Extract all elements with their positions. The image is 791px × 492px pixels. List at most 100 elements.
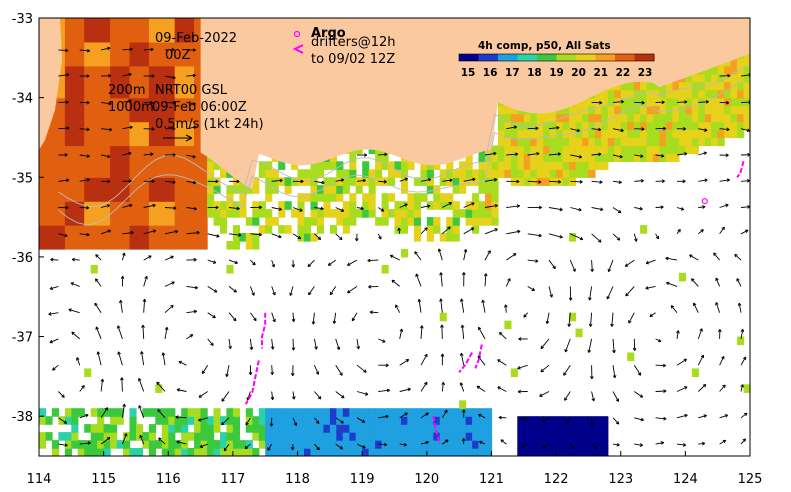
sst-cell: [181, 193, 189, 202]
current-arrow: [460, 324, 465, 339]
current-arrow: [437, 248, 443, 261]
sst-cell: [97, 416, 105, 425]
sst-cell: [342, 448, 350, 456]
current-arrow: [356, 338, 361, 350]
current-arrow: [79, 205, 90, 210]
current-arrow: [228, 312, 237, 322]
sst-cell: [601, 105, 609, 115]
sst-cell: [77, 153, 85, 162]
sst-cell: [174, 57, 182, 67]
sst-cell: [569, 233, 577, 242]
sst-cell: [194, 440, 202, 449]
current-arrow: [225, 365, 230, 377]
sst-cell: [142, 33, 150, 43]
y-tick-label: -35: [12, 171, 33, 186]
sst-cell: [336, 432, 344, 441]
sst-cell: [446, 225, 454, 234]
current-arrow: [335, 233, 343, 241]
sst-cell: [129, 113, 137, 123]
sst-cell: [517, 137, 525, 147]
sst-cell: [194, 113, 202, 123]
sst-cell: [84, 81, 92, 91]
current-arrow: [101, 154, 111, 159]
sst-cell: [465, 408, 473, 417]
current-arrow: [527, 126, 539, 131]
current-arrow: [164, 281, 175, 287]
current-arrow: [734, 253, 742, 261]
sst-cell: [181, 113, 189, 123]
sst-cell: [433, 408, 441, 417]
current-arrow: [420, 353, 428, 366]
sst-cell: [394, 440, 402, 449]
sst-cell: [58, 185, 66, 194]
sst-cell: [207, 416, 215, 425]
sst-cell: [64, 185, 72, 194]
current-arrow: [271, 178, 283, 183]
sst-cell: [90, 440, 98, 449]
sst-cell: [84, 89, 92, 99]
current-arrow: [719, 100, 730, 105]
sst-cell: [575, 416, 583, 425]
sst-cell: [213, 448, 221, 456]
sst-cell: [194, 432, 202, 441]
current-arrow: [314, 443, 320, 451]
sst-cell: [97, 129, 105, 139]
sst-cell: [77, 57, 85, 67]
colorbar-tick-label: 17: [505, 67, 520, 79]
sst-cell: [161, 129, 169, 139]
sst-cell: [704, 121, 712, 131]
sst-cell: [562, 113, 570, 123]
sst-cell: [252, 233, 260, 242]
sst-cell: [103, 41, 111, 51]
sst-cell: [110, 121, 118, 131]
sst-cell: [381, 432, 389, 441]
sst-cell: [316, 209, 324, 218]
drifters-to-label: to 09/02 12Z: [311, 52, 395, 67]
sst-cell: [168, 225, 176, 234]
sst-cell: [614, 129, 622, 139]
sst-cell: [575, 424, 583, 433]
sst-cell: [439, 233, 447, 242]
sst-cell: [90, 264, 98, 274]
sst-cell: [504, 137, 512, 147]
sst-cell: [161, 49, 169, 59]
current-arrow: [676, 358, 687, 366]
sst-cell: [110, 416, 118, 425]
sst-cell: [316, 424, 324, 433]
sst-cell: [97, 177, 105, 186]
sst-cell: [116, 217, 124, 226]
sst-cell: [258, 201, 266, 210]
sst-cell: [368, 408, 376, 417]
sst-cell: [504, 169, 512, 178]
sst-cell: [711, 97, 719, 107]
sst-cell: [129, 233, 137, 242]
plot-frame: [38, 17, 751, 457]
current-arrow: [356, 443, 366, 449]
sst-cell: [504, 129, 512, 139]
sst-cell: [575, 145, 583, 154]
sst-cell: [452, 169, 460, 178]
sst-cell: [588, 169, 596, 178]
sst-cell: [523, 416, 531, 425]
sst-cell: [136, 448, 144, 456]
sst-cell: [148, 424, 156, 433]
sst-cell: [181, 49, 189, 59]
sst-cell: [77, 177, 85, 186]
current-arrow: [676, 152, 688, 156]
sst-cell: [381, 161, 389, 170]
current-arrow: [101, 73, 112, 78]
sst-cell: [103, 105, 111, 115]
sst-cell: [491, 169, 499, 178]
sst-cell: [569, 416, 577, 425]
sst-cell: [646, 121, 654, 131]
x-tick-label: 120: [414, 472, 439, 487]
sst-cell: [245, 185, 253, 194]
sst-cell: [530, 113, 538, 123]
sst-cell: [110, 161, 118, 170]
sst-cell: [581, 137, 589, 147]
sst-cell: [129, 97, 137, 107]
sst-cell: [750, 98, 757, 107]
sst-cell: [620, 81, 628, 91]
sst-cell: [58, 113, 66, 123]
sst-cell: [123, 153, 131, 162]
